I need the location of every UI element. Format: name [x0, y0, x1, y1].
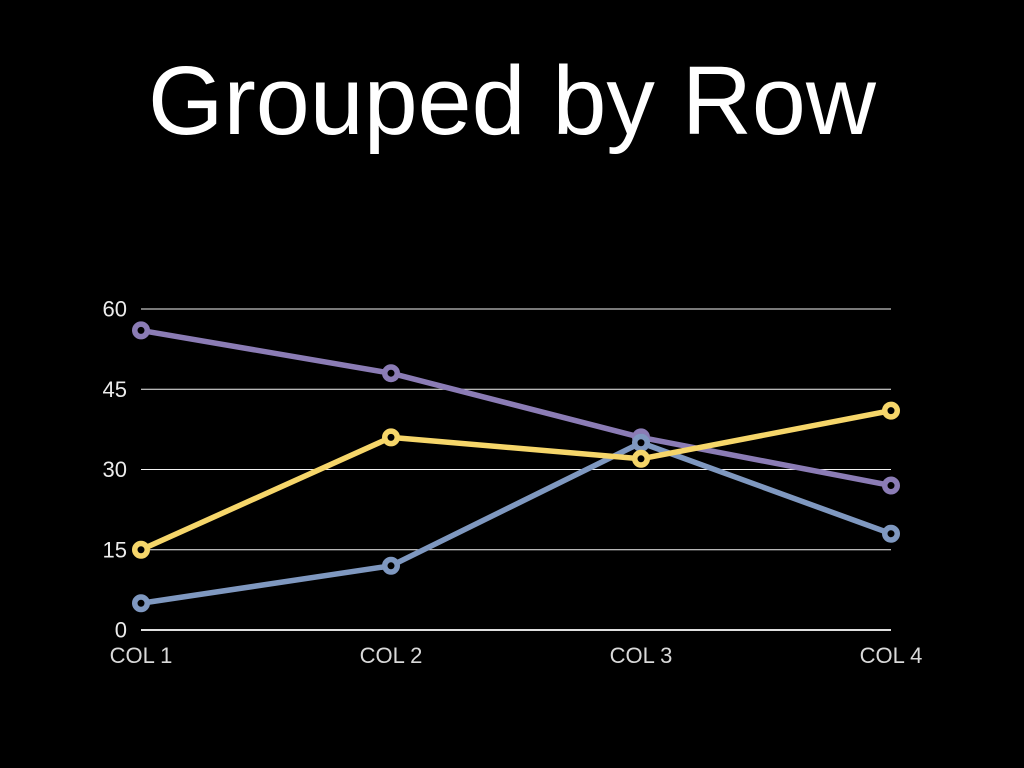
x-axis-label: COL 3 — [610, 643, 673, 668]
series-line-blue — [138, 440, 894, 606]
y-tick-label: 30 — [103, 457, 127, 482]
x-axis-label: COL 4 — [860, 643, 923, 668]
series-line-purple — [138, 327, 894, 489]
series-line-yellow — [138, 407, 894, 553]
data-point-marker-blue — [382, 556, 400, 575]
y-tick-label: 0 — [115, 618, 127, 643]
data-point-marker-blue — [882, 524, 900, 543]
data-point-marker-blue — [132, 594, 150, 613]
x-axis-label: COL 2 — [360, 643, 423, 668]
data-point-marker-yellow — [382, 428, 400, 447]
data-point-marker-purple — [132, 321, 150, 340]
chart-title: Grouped by Row — [148, 46, 876, 155]
data-point-marker-blue — [632, 433, 650, 452]
data-point-marker-yellow — [882, 401, 900, 420]
y-tick-label: 45 — [103, 377, 127, 402]
y-tick-label: 15 — [103, 537, 127, 562]
x-axis-label: COL 1 — [110, 643, 173, 668]
data-point-marker-yellow — [132, 540, 150, 559]
data-point-marker-purple — [882, 476, 900, 495]
data-point-marker-yellow — [632, 449, 650, 468]
y-tick-label: 60 — [103, 297, 127, 322]
data-point-marker-purple — [382, 364, 400, 383]
